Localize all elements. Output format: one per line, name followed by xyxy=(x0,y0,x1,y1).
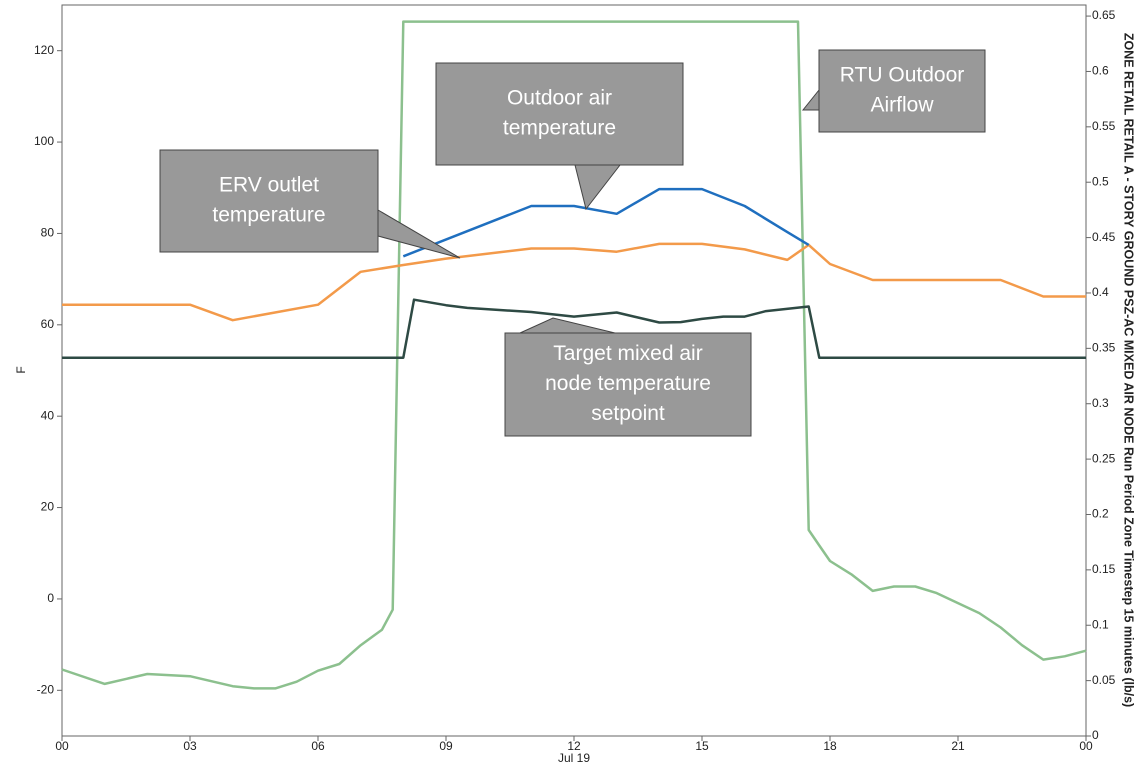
x-tick-label: 00 xyxy=(1079,739,1093,753)
callout: Outdoor air temperature xyxy=(435,62,684,211)
callout-text: Airflow xyxy=(870,94,934,117)
y-tick-label: 60 xyxy=(41,317,55,331)
callout-text: Target mixed air xyxy=(553,342,702,365)
x-tick-label: 09 xyxy=(439,739,453,753)
y2-tick-label: 0.2 xyxy=(1092,507,1109,521)
callout-pointer xyxy=(519,317,616,334)
y2-axis-label: ZONE RETAIL RETAIL A - STORY GROUND PSZ-… xyxy=(1122,33,1136,707)
date-label: Jul 19 xyxy=(558,751,590,765)
y2-tick-label: 0.15 xyxy=(1092,562,1116,576)
y-tick-label: 80 xyxy=(41,226,55,240)
y2-tick-label: 0 xyxy=(1092,728,1099,742)
callout-joint xyxy=(506,334,750,435)
x-tick-label: 18 xyxy=(823,739,837,753)
y2-tick-label: 0.6 xyxy=(1092,64,1109,78)
y-tick-label: 0 xyxy=(47,591,54,605)
callout: RTU Outdoor Airflow xyxy=(801,49,986,133)
callout: ERV outlet temperature xyxy=(159,149,461,259)
callout-pointer xyxy=(377,209,461,259)
y-axis-label: F xyxy=(14,366,28,373)
series-line xyxy=(62,298,1086,359)
callout-joint xyxy=(161,151,377,251)
y2-tick-label: 0.35 xyxy=(1092,341,1116,355)
x-tick-label: 03 xyxy=(183,739,197,753)
y2-tick-label: 0.25 xyxy=(1092,451,1116,465)
y-tick-label: 120 xyxy=(34,43,54,57)
callout-text: temperature xyxy=(503,117,616,140)
x-tick-label: 06 xyxy=(311,739,325,753)
y2-tick-label: 0.55 xyxy=(1092,119,1116,133)
callout-text: ERV outlet xyxy=(219,174,319,197)
y-tick-label: 40 xyxy=(41,408,55,422)
y-tick-label: -20 xyxy=(37,682,55,696)
x-tick-label: 12 xyxy=(567,739,581,753)
callout-text: Outdoor air xyxy=(507,87,612,110)
x-tick-label: 21 xyxy=(951,739,965,753)
y2-tick-label: 0.65 xyxy=(1092,8,1116,22)
series-line xyxy=(62,242,1086,322)
series-line xyxy=(402,187,810,258)
callout-pointer xyxy=(574,164,622,211)
y-tick-label: 100 xyxy=(34,134,54,148)
callout-text: temperature xyxy=(212,204,325,227)
callout: Target mixed air node temperature setpoint xyxy=(504,317,752,437)
y2-tick-label: 0.4 xyxy=(1092,285,1109,299)
callout-text: RTU Outdoor xyxy=(840,64,965,87)
callout-joint xyxy=(437,64,682,164)
callout-pointer xyxy=(801,88,820,111)
x-tick-label: 15 xyxy=(695,739,709,753)
callout-joint xyxy=(820,51,984,131)
y2-tick-label: 0.5 xyxy=(1092,174,1109,188)
callout-text: setpoint xyxy=(591,402,665,425)
x-tick-label: 00 xyxy=(55,739,69,753)
y2-tick-label: 0.3 xyxy=(1092,396,1109,410)
y2-tick-label: 0.45 xyxy=(1092,230,1116,244)
y2-tick-label: 0.05 xyxy=(1092,673,1116,687)
y-tick-label: 20 xyxy=(41,500,55,514)
y2-tick-label: 0.1 xyxy=(1092,617,1109,631)
series-line xyxy=(61,20,1087,690)
callout-text: node temperature xyxy=(545,372,711,395)
